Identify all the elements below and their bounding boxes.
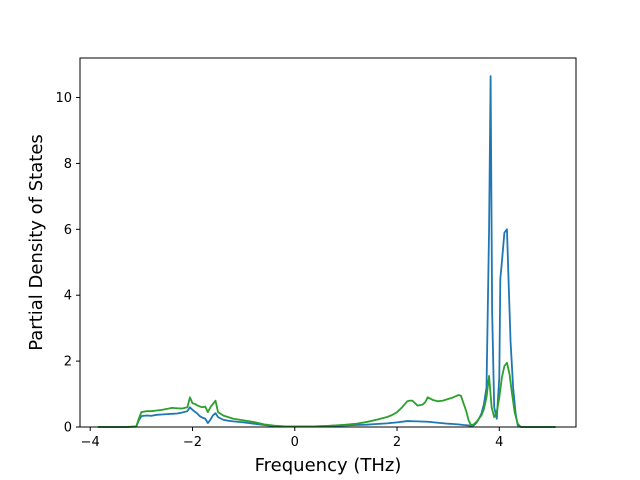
x-tick-label: 2 [393, 435, 401, 450]
y-tick-label: 8 [64, 157, 72, 172]
series-line-1 [97, 75, 556, 428]
y-tick-label: 0 [64, 421, 72, 436]
x-axis-label: Frequency (THz) [255, 455, 402, 476]
y-axis-label: Partial Density of States [26, 134, 47, 351]
series-layer [97, 75, 556, 428]
y-tick-label: 6 [64, 223, 72, 238]
x-tick-label: 4 [495, 435, 503, 450]
ticks-layer: −4 −2 0 2 4 0 2 4 6 8 10 [55, 91, 503, 450]
y-tick-label: 2 [64, 355, 72, 370]
series-line-2 [97, 361, 556, 428]
x-tick-label: −4 [81, 435, 100, 450]
x-tick-label: 0 [291, 435, 299, 450]
x-tick-label: −2 [183, 435, 202, 450]
y-tick-label: 10 [55, 91, 72, 106]
y-tick-label: 4 [64, 289, 72, 304]
plot-frame [79, 57, 577, 428]
